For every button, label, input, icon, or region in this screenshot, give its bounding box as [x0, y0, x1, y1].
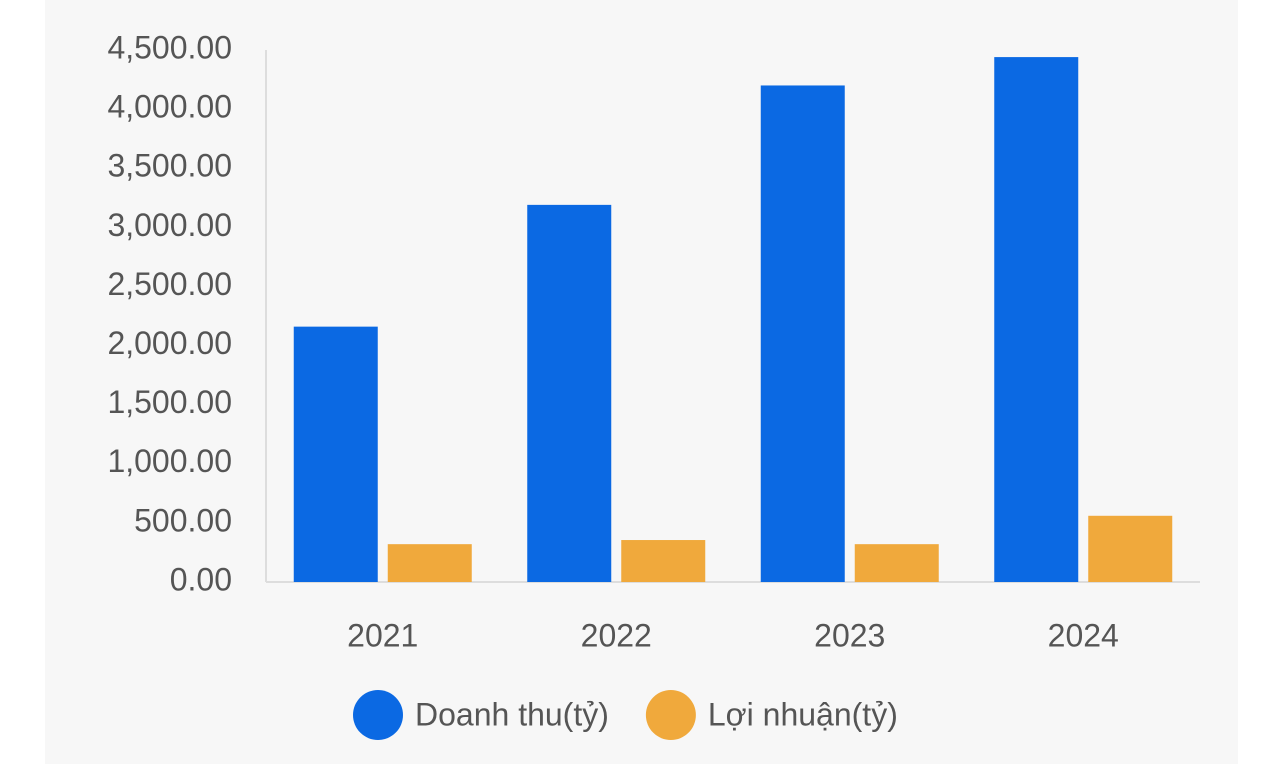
y-tick-label: 2,500.00	[107, 266, 232, 302]
legend-label: Lợi nhuận(tỷ)	[708, 696, 898, 732]
y-tick-label: 1,500.00	[107, 384, 232, 420]
y-tick-label: 3,500.00	[107, 148, 232, 184]
bar	[527, 204, 612, 583]
x-tick-label: 2023	[814, 617, 885, 653]
y-tick-label: 2,000.00	[107, 325, 232, 361]
bar	[854, 544, 939, 582]
bar	[621, 540, 706, 582]
y-tick-label: 4,000.00	[107, 89, 232, 125]
legend-marker	[645, 690, 696, 740]
bar	[994, 57, 1079, 583]
bar	[387, 544, 472, 582]
y-tick-label: 4,500.00	[107, 29, 232, 65]
bar	[760, 85, 845, 582]
y-tick-label: 3,000.00	[107, 207, 232, 243]
x-tick-label: 2024	[1048, 617, 1119, 653]
y-tick-label: 500.00	[134, 502, 232, 538]
y-tick-label: 1,000.00	[107, 443, 232, 479]
bar	[1088, 515, 1173, 582]
legend-label: Doanh thu(tỷ)	[415, 696, 609, 732]
bar	[293, 326, 378, 582]
x-tick-label: 2022	[581, 617, 652, 653]
legend-marker	[353, 690, 403, 740]
y-tick-label: 0.00	[170, 561, 232, 597]
x-tick-label: 2021	[347, 617, 418, 653]
